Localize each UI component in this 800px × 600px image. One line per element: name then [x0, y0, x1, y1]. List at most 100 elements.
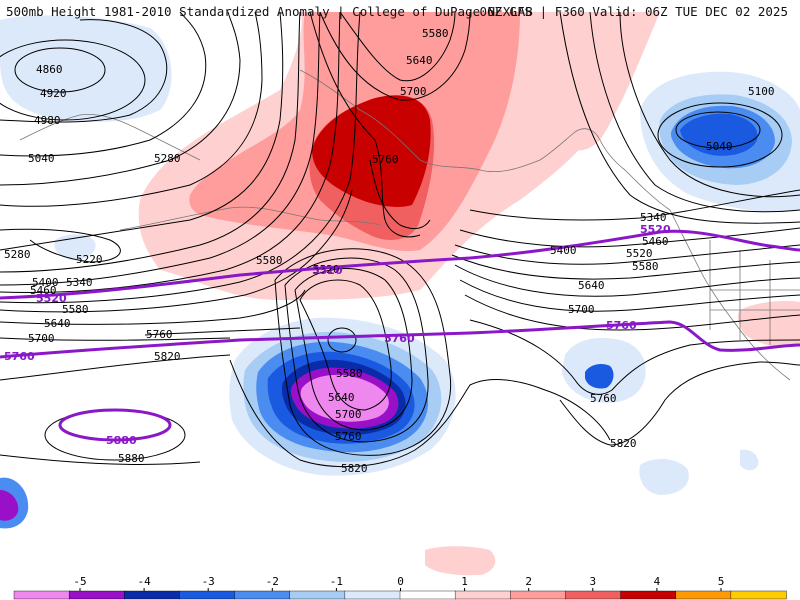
contour-5100 [0, 11, 241, 186]
colorbar-swatch [68, 590, 125, 600]
contour-label: 5760 [335, 430, 362, 443]
contour-4980 [0, 19, 168, 123]
contour-label: 5820 [610, 437, 637, 450]
colorbar-swatch [234, 590, 291, 600]
highlight-5880 [58, 408, 172, 442]
contour-5400-w [0, 11, 321, 286]
highlight-contours [0, 229, 800, 442]
contour-label: 5640 [44, 317, 71, 330]
contour-label: 5700 [28, 332, 55, 345]
contour-label: 5520 [313, 263, 340, 276]
contour-label: 5280 [154, 152, 181, 165]
contour-5700-w [0, 337, 231, 341]
contour-5760-w [144, 327, 301, 336]
contour-label: 5460 [30, 284, 57, 297]
highlight-label: 5520 [36, 292, 67, 305]
contour-5880-s [0, 454, 201, 465]
colorbar-tick-label: -4 [137, 575, 151, 588]
siberia-coast [19, 113, 201, 161]
highlight-labels: 5520 5520 5760 5760 5880 5520 5760 [4, 223, 671, 447]
contour-label: 5100 [748, 85, 775, 98]
contour-5580-e [454, 264, 800, 297]
ridge-contour-5760 [369, 159, 431, 230]
contour-label: 5400 [550, 244, 577, 257]
low-contour-5100 [657, 102, 783, 168]
contour-label: 5040 [706, 140, 733, 153]
highlight-label: 5760 [606, 319, 637, 332]
contour-label: 5400 [32, 276, 59, 289]
model-valid-time: 06Z GFS | F360 Valid: 06Z TUE DEC 02 202… [479, 4, 788, 19]
colorbar-swatch [454, 590, 511, 600]
highlight-label: 5760 [384, 332, 415, 345]
contour-labels: 4860 4920 4980 5040 5280 5280 5220 5400 … [4, 27, 775, 475]
negative-anomaly-ne-core [680, 113, 758, 156]
contour-label: 5700 [335, 408, 362, 421]
colorbar-tick-label: -2 [266, 575, 279, 588]
low-contour-5040 [675, 111, 761, 149]
ridge-contour-5580 [339, 11, 456, 82]
colorbar-tick-label: 0 [397, 575, 404, 588]
contour-label: 5340 [66, 276, 93, 289]
colorbar-swatch [13, 590, 70, 600]
contour-label: 5760 [372, 153, 399, 166]
colorbar-swatch [124, 590, 181, 600]
state-borders [709, 240, 800, 345]
low-contour-5280 [559, 11, 800, 224]
contour-label: 5280 [4, 248, 31, 261]
contour-4920 [0, 39, 146, 121]
negative-anomaly-spot-se2 [740, 449, 759, 471]
contour-label: 5640 [406, 54, 433, 67]
negative-anomaly-spot-se [639, 458, 689, 495]
negative-anomaly-spot-east-core [585, 364, 614, 389]
contour-5640-w [0, 289, 306, 325]
contour-5640-e [459, 279, 800, 312]
highlight-5520 [0, 229, 800, 300]
highlight-label: 5880 [106, 434, 137, 447]
colorbar-swatch [344, 590, 401, 600]
colorbar-swatch [289, 590, 346, 600]
contour-5160 [0, 11, 263, 207]
contour-label: 5820 [341, 462, 368, 475]
contour-5220 [0, 228, 121, 263]
highlight-label: 5520 [640, 223, 671, 236]
contour-label: 5580 [422, 27, 449, 40]
contour-label: 5640 [578, 279, 605, 292]
contour-label: 5460 [642, 235, 669, 248]
contour-5820-e [559, 361, 800, 446]
highlight-label: 5520 [312, 264, 343, 277]
contour-label: 5820 [154, 350, 181, 363]
contour-label: 4860 [36, 63, 63, 76]
contour-5760-e [469, 319, 800, 395]
contour-label: 5580 [336, 367, 363, 380]
highlight-5760 [0, 320, 800, 359]
colorbar-tick-label: 2 [525, 575, 532, 588]
trough-contour-5820 [229, 359, 611, 468]
contour-5400-e [459, 227, 800, 248]
colorbar-tick-label: 1 [461, 575, 468, 588]
contour-5460-w [0, 11, 341, 294]
colorbar-swatch [565, 590, 622, 600]
trough-contour-5520 [327, 327, 357, 353]
colorbar-swatch [179, 590, 236, 600]
contour-label: 5340 [640, 211, 667, 224]
contour-5340-e [469, 189, 800, 221]
low-contour-5220 [589, 11, 800, 213]
contour-label: 5580 [62, 303, 89, 316]
negative-anomaly-nw [0, 15, 172, 122]
colorbar: -5 -4 -3 -2 -1 0 1 2 3 4 5 [13, 575, 787, 600]
positive-anomaly-light-east [520, 12, 660, 151]
alaska-coast [299, 69, 671, 211]
negative-anomaly-spot-sw-core [0, 490, 19, 521]
contour-4860 [14, 47, 106, 93]
trough-contour-5760 [274, 248, 452, 456]
contour-label: 5880 [118, 452, 145, 465]
colorbar-ticks: -5 -4 -3 -2 -1 0 1 2 3 4 5 [73, 575, 724, 591]
contour-5040 [0, 11, 207, 157]
colorbar-swatch [510, 590, 567, 600]
contour-label: 5700 [400, 85, 427, 98]
contour-label: 5580 [632, 260, 659, 273]
trough-contour-5580 [299, 279, 392, 411]
contour-label: 5220 [76, 253, 103, 266]
height-contours [0, 11, 800, 468]
